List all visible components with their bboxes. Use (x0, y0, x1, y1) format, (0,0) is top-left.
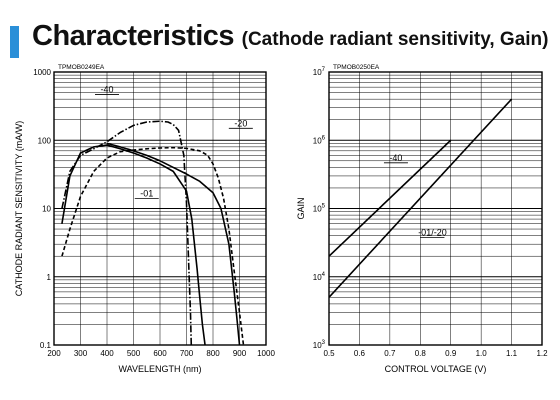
plot-frame (328, 71, 543, 346)
y-tick-exponent: 3 (322, 340, 326, 346)
x-tick-label: 1.0 (476, 349, 488, 358)
x-axis-label: CONTROL VOLTAGE (V) (385, 364, 487, 374)
curve-label: -20 (234, 118, 247, 128)
series-line (329, 98, 513, 298)
y-axis-label: GAIN (296, 197, 306, 219)
y-tick-base: 10 (313, 68, 322, 77)
heading-accent-bar (10, 26, 19, 58)
x-tick-label: 1.2 (536, 349, 548, 358)
page-title-text: Characteristics (32, 20, 235, 52)
y-tick-base: 10 (313, 341, 322, 350)
x-tick-label: 0.9 (445, 349, 457, 358)
y-tick-exponent: 4 (322, 272, 326, 278)
x-tick-label: 0.8 (415, 349, 427, 358)
series-line (61, 144, 206, 345)
x-tick-label: 700 (180, 349, 194, 358)
y-tick-label: 103 (313, 340, 326, 350)
series-line (61, 120, 193, 345)
page-subtitle: (Cathode radiant sensitivity, Gain) (241, 29, 549, 50)
x-tick-label: 0.7 (384, 349, 396, 358)
x-tick-label: 1.1 (506, 349, 518, 358)
chart-1: TPMOB0249EA 200 300 400 500 600 700 800 900 1000 0… (14, 64, 275, 374)
y-tick-base: 10 (313, 136, 322, 145)
x-tick-label: 200 (47, 349, 61, 358)
x-tick-label: 1000 (257, 349, 275, 358)
y-tick-exponent: 5 (322, 204, 326, 210)
y-tick-label: 10 (42, 205, 51, 214)
figure-code: TPMOB0249EA (58, 64, 105, 71)
y-tick-exponent: 7 (322, 67, 326, 73)
y-tick-label: 1000 (33, 68, 51, 77)
y-tick-label: 0.1 (40, 341, 52, 350)
page-title: Characteristics (Cathode radiant sensiti… (32, 20, 549, 53)
x-tick-label: 0.6 (354, 349, 366, 358)
curve-label: -40 (389, 153, 402, 163)
y-axis-label: CATHODE RADIANT SENSITIVITY (mA/W) (14, 121, 24, 297)
x-tick-label: 900 (233, 349, 247, 358)
x-tick-label: 0.5 (323, 349, 335, 358)
y-tick-label: 105 (313, 204, 326, 214)
y-tick-base: 10 (313, 273, 322, 282)
series-line (106, 142, 241, 345)
y-tick-base: 10 (313, 205, 322, 214)
x-tick-label: 300 (74, 349, 88, 358)
curve-label: -01 (140, 188, 153, 198)
x-tick-label: 600 (153, 349, 167, 358)
y-tick-label: 104 (313, 272, 326, 282)
y-tick-label: 107 (313, 67, 326, 77)
figure-code: TPMOB0250EA (333, 64, 380, 71)
plot-frame (53, 71, 267, 346)
y-tick-label: 1 (47, 273, 52, 282)
x-tick-label: 500 (127, 349, 141, 358)
curve-label: -40 (100, 85, 113, 95)
y-tick-exponent: 6 (322, 135, 326, 141)
y-tick-label: 106 (313, 135, 326, 145)
x-axis-label: WAVELENGTH (nm) (118, 364, 201, 374)
x-tick-label: 800 (206, 349, 220, 358)
series-line (61, 146, 245, 345)
x-tick-label: 400 (100, 349, 114, 358)
page-heading: Characteristics (Cathode radiant sensiti… (10, 6, 555, 58)
y-tick-label: 100 (38, 136, 52, 145)
curve-label: -01/-20 (418, 228, 447, 238)
series-line (329, 139, 452, 257)
